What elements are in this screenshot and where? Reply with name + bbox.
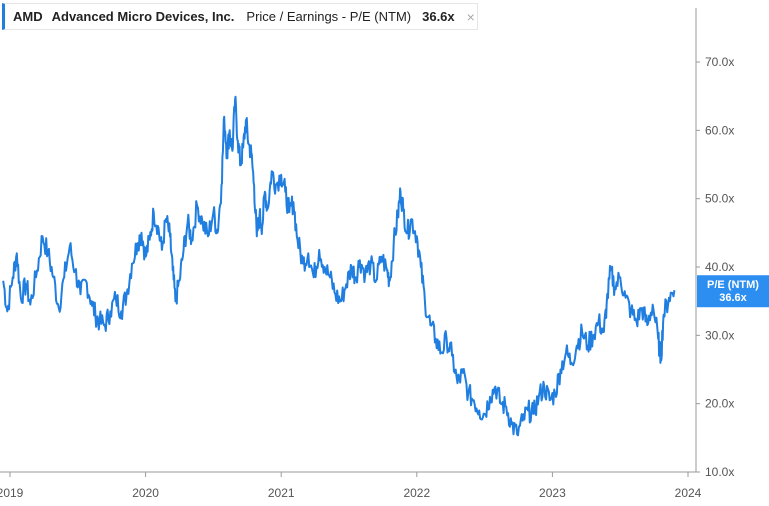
- y-tick-label: 70.0x: [705, 55, 734, 69]
- series-line-pe-ntm[interactable]: [2, 95, 676, 437]
- current-value-badge-value: 36.6x: [719, 292, 747, 304]
- legend-ticker[interactable]: AMD: [13, 9, 43, 24]
- legend-company-name: Advanced Micro Devices, Inc.: [51, 9, 235, 24]
- y-tick-label: 30.0x: [705, 328, 734, 342]
- current-value-badge-label: P/E (NTM): [707, 279, 759, 291]
- x-tick-label: 2023: [539, 486, 566, 500]
- current-value-badge-bg: [697, 275, 769, 308]
- x-tick-label: 2020: [132, 486, 159, 500]
- y-tick-label: 20.0x: [705, 397, 734, 411]
- close-icon[interactable]: ×: [466, 8, 475, 25]
- y-tick-label: 60.0x: [705, 123, 734, 137]
- legend-current-value: 36.6x: [422, 9, 455, 24]
- y-tick-label: 40.0x: [705, 260, 734, 274]
- series-layer: [2, 95, 676, 437]
- chart-legend: AMD Advanced Micro Devices, Inc. Price /…: [2, 3, 478, 30]
- x-axis: 2019 2020 2021 2022 2023 2024: [0, 472, 702, 500]
- y-tick-label: 10.0x: [705, 465, 734, 479]
- x-tick-label: 2019: [0, 486, 24, 500]
- current-value-badge: P/E (NTM) 36.6x: [697, 275, 769, 308]
- x-tick-label: 2022: [403, 486, 430, 500]
- x-tick-label: 2024: [675, 486, 702, 500]
- y-axis: 70.0x 60.0x 50.0x 40.0x 30.0x 20.0x 10.0x: [696, 55, 734, 479]
- legend-metric-name: Price / Earnings - P/E (NTM): [246, 9, 412, 24]
- x-tick-label: 2021: [268, 486, 295, 500]
- y-tick-label: 50.0x: [705, 192, 734, 206]
